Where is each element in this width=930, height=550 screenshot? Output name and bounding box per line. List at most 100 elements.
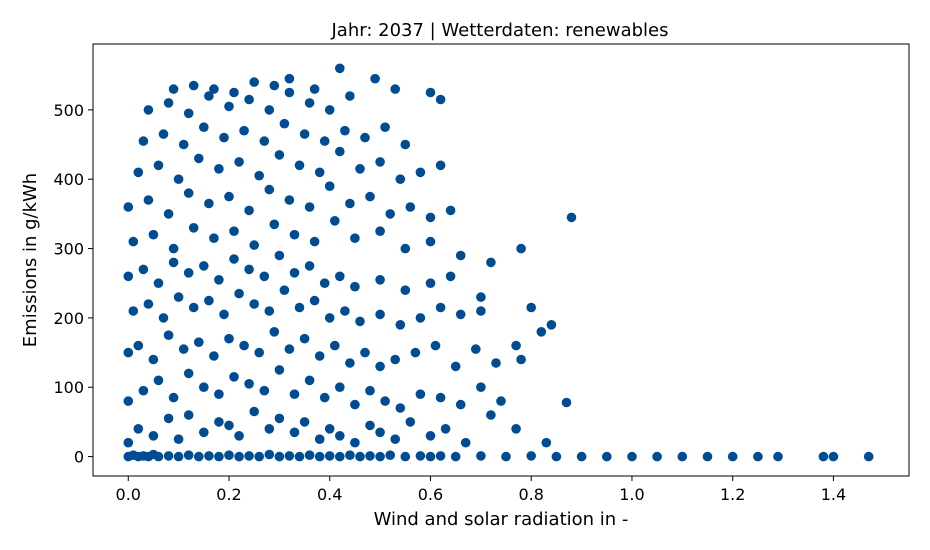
scatter-point (319, 278, 330, 289)
scatter-point (234, 431, 244, 441)
scatter-point (309, 84, 320, 94)
scatter-point (350, 281, 360, 292)
scatter-point (244, 94, 254, 105)
scatter-point (209, 233, 219, 243)
scatter-point (652, 451, 662, 462)
scatter-point (340, 306, 350, 316)
scatter-point (445, 271, 456, 282)
scatter-point (133, 340, 144, 351)
scatter-point (264, 449, 275, 460)
scatter-point (450, 361, 461, 372)
scatter-point (561, 397, 572, 408)
scatter-point (345, 198, 355, 209)
x-tick-label: 1.2 (720, 485, 745, 504)
scatter-point (194, 337, 204, 348)
scatter-point (254, 170, 264, 181)
y-tick-label: 300 (53, 240, 84, 259)
scatter-point (324, 424, 335, 434)
scatter-point (375, 275, 385, 285)
scatter-point (753, 451, 763, 462)
scatter-point (471, 344, 481, 354)
scatter-point (405, 417, 416, 427)
x-tick-label: 0.6 (418, 485, 443, 504)
y-tick-label: 100 (53, 378, 84, 397)
scatter-point (294, 302, 305, 313)
scatter-point (350, 399, 360, 410)
scatter-point (143, 195, 154, 205)
scatter-point (486, 257, 496, 268)
scatter-point (425, 212, 436, 223)
scatter-point (289, 268, 300, 278)
scatter-point (375, 361, 385, 372)
scatter-point (138, 136, 149, 146)
scatter-point (264, 424, 275, 434)
scatter-point (360, 132, 370, 143)
scatter-point (400, 451, 411, 462)
scatter-point (410, 347, 421, 358)
scatter-point (380, 396, 390, 406)
scatter-point (476, 382, 486, 393)
scatter-point (173, 292, 184, 302)
scatter-point (541, 437, 552, 448)
scatter-point (168, 257, 179, 268)
x-tick-label: 1.4 (821, 485, 846, 504)
x-tick-label: 0.0 (116, 485, 141, 504)
scatter-point (224, 333, 234, 344)
scatter-point (350, 437, 360, 448)
scatter-point (773, 451, 783, 462)
scatter-point (395, 403, 406, 413)
scatter-point (400, 285, 411, 296)
y-axis: 0 100 200 300 400 500 (53, 101, 93, 467)
scatter-point (727, 451, 738, 462)
scatter-point (153, 160, 164, 171)
scatter-point (486, 410, 496, 420)
scatter-point (128, 306, 139, 316)
scatter-point (138, 264, 149, 275)
scatter-point (199, 427, 209, 438)
scatter-point (425, 87, 436, 98)
x-tick-label: 0.2 (216, 485, 241, 504)
scatter-point (627, 451, 637, 462)
scatter-point (365, 420, 375, 431)
scatter-point (123, 396, 134, 406)
scatter-point (818, 451, 829, 462)
scatter-point (289, 389, 300, 400)
scatter-point (304, 261, 315, 271)
y-tick-label: 200 (53, 309, 84, 328)
scatter-point (148, 431, 159, 441)
scatter-point (284, 87, 295, 98)
scatter-point (335, 146, 345, 157)
scatter-point (199, 122, 209, 132)
scatter-point (284, 451, 295, 461)
scatter-point (244, 379, 254, 389)
scatter-point (455, 309, 466, 320)
scatter-point (163, 330, 174, 341)
scatter-point (435, 392, 446, 403)
scatter-point (199, 382, 209, 393)
scatter-point (702, 451, 713, 462)
scatter-point (395, 174, 406, 184)
scatter-point (400, 139, 411, 150)
scatter-point (168, 392, 179, 403)
scatter-point (365, 451, 375, 461)
scatter-point (183, 108, 194, 119)
scatter-point (249, 77, 259, 87)
scatter-point (476, 292, 486, 302)
scatter-point (330, 340, 340, 351)
scatter-point (430, 340, 441, 351)
scatter-point (133, 167, 144, 178)
scatter-point (511, 424, 521, 434)
scatter-point (214, 417, 224, 427)
scatter-point (299, 333, 310, 344)
scatter-point (526, 302, 536, 313)
scatter-point (516, 243, 526, 254)
scatter-point (455, 399, 466, 410)
scatter-point (476, 306, 486, 316)
chart-title: Jahr: 2037 | Wetterdaten: renewables (331, 20, 669, 41)
scatter-point (244, 264, 254, 275)
scatter-point (435, 94, 446, 105)
scatter-point (324, 313, 335, 323)
scatter-point (324, 451, 335, 461)
scatter-point (224, 101, 234, 112)
scatter-point (244, 451, 254, 461)
